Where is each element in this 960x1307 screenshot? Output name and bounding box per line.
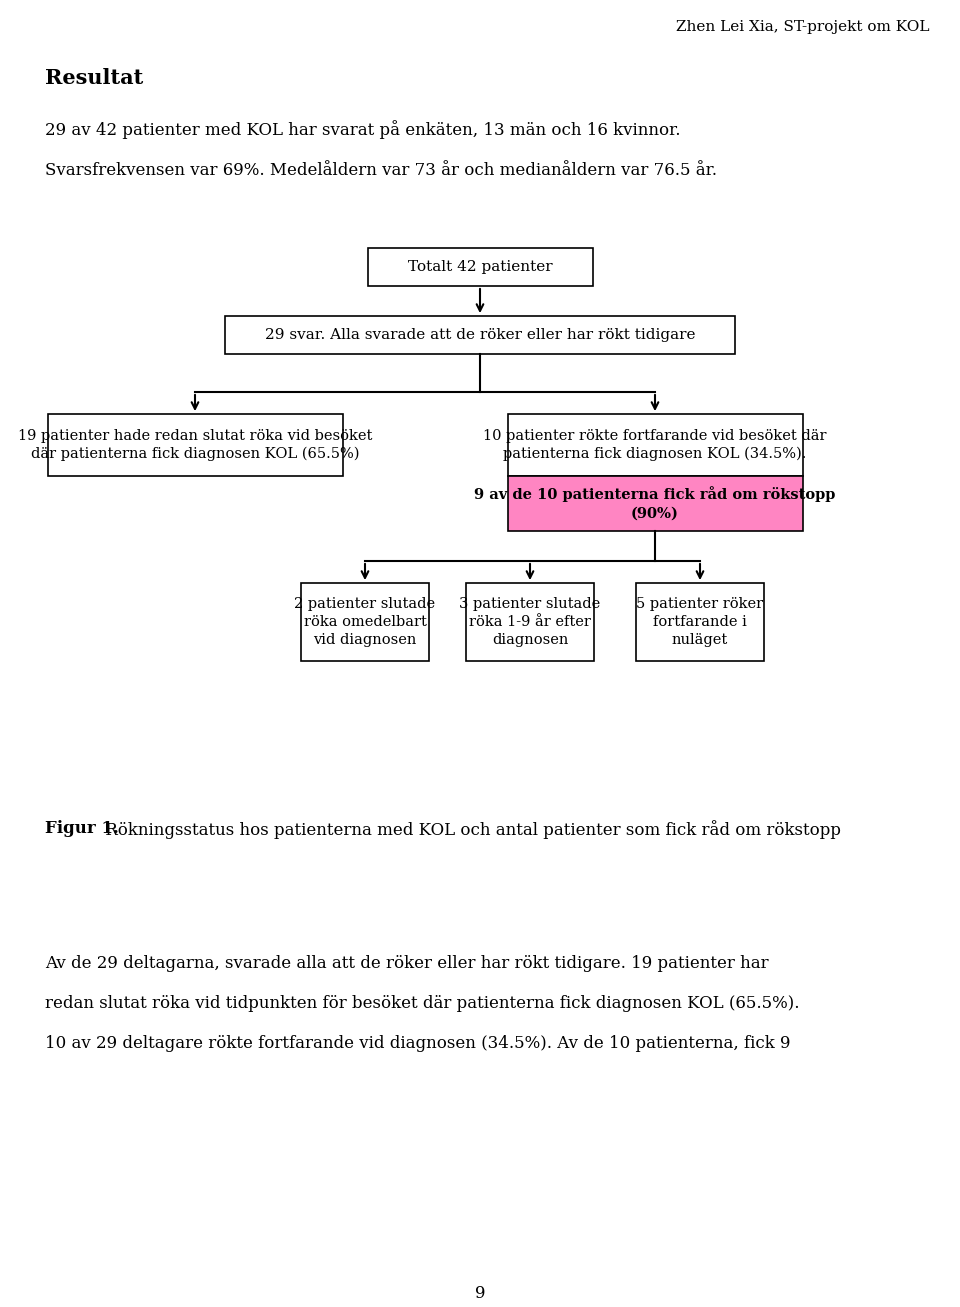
FancyBboxPatch shape <box>47 414 343 476</box>
Text: 29 av 42 patienter med KOL har svarat på enkäten, 13 män och 16 kvinnor.: 29 av 42 patienter med KOL har svarat på… <box>45 120 681 139</box>
Text: 19 patienter hade redan slutat röka vid besöket
där patienterna fick diagnosen K: 19 patienter hade redan slutat röka vid … <box>18 429 372 461</box>
FancyBboxPatch shape <box>636 583 764 661</box>
Text: redan slutat röka vid tidpunkten för besöket där patienterna fick diagnosen KOL : redan slutat röka vid tidpunkten för bes… <box>45 995 800 1012</box>
Text: Resultat: Resultat <box>45 68 143 88</box>
Text: 10 av 29 deltagare rökte fortfarande vid diagnosen (34.5%). Av de 10 patienterna: 10 av 29 deltagare rökte fortfarande vid… <box>45 1035 790 1052</box>
FancyBboxPatch shape <box>466 583 594 661</box>
Text: Totalt 42 patienter: Totalt 42 patienter <box>408 260 552 274</box>
Text: 9: 9 <box>475 1285 485 1302</box>
Text: 3 patienter slutade
röka 1-9 år efter
diagnosen: 3 patienter slutade röka 1-9 år efter di… <box>460 596 601 647</box>
FancyBboxPatch shape <box>508 414 803 476</box>
FancyBboxPatch shape <box>225 316 735 354</box>
Text: Svarsfrekvensen var 69%. Medelåldern var 73 år och medianåldern var 76.5 år.: Svarsfrekvensen var 69%. Medelåldern var… <box>45 162 717 179</box>
Text: 5 patienter röker
fortfarande i
nuläget: 5 patienter röker fortfarande i nuläget <box>636 596 763 647</box>
Text: 9 av de 10 patienterna fick råd om rökstopp
(90%): 9 av de 10 patienterna fick råd om rökst… <box>474 486 836 520</box>
Text: 10 patienter rökte fortfarande vid besöket där
patienterna fick diagnosen KOL (3: 10 patienter rökte fortfarande vid besök… <box>483 429 827 461</box>
Text: Zhen Lei Xia, ST-projekt om KOL: Zhen Lei Xia, ST-projekt om KOL <box>677 20 930 34</box>
FancyBboxPatch shape <box>368 248 592 286</box>
FancyBboxPatch shape <box>301 583 429 661</box>
Text: Rökningsstatus hos patienterna med KOL och antal patienter som fick råd om rökst: Rökningsstatus hos patienterna med KOL o… <box>100 819 841 839</box>
Text: Figur 1.: Figur 1. <box>45 819 119 836</box>
Text: 29 svar. Alla svarade att de röker eller har rökt tidigare: 29 svar. Alla svarade att de röker eller… <box>265 328 695 342</box>
FancyBboxPatch shape <box>508 476 803 531</box>
Text: Av de 29 deltagarna, svarade alla att de röker eller har rökt tidigare. 19 patie: Av de 29 deltagarna, svarade alla att de… <box>45 955 769 972</box>
Text: 2 patienter slutade
röka omedelbart
vid diagnosen: 2 patienter slutade röka omedelbart vid … <box>295 596 436 647</box>
